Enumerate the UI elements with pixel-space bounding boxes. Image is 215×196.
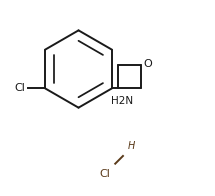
- Text: O: O: [144, 59, 153, 69]
- Text: H: H: [128, 141, 135, 151]
- Text: H2N: H2N: [111, 96, 133, 106]
- Text: Cl: Cl: [100, 169, 110, 179]
- Text: Cl: Cl: [14, 83, 25, 93]
